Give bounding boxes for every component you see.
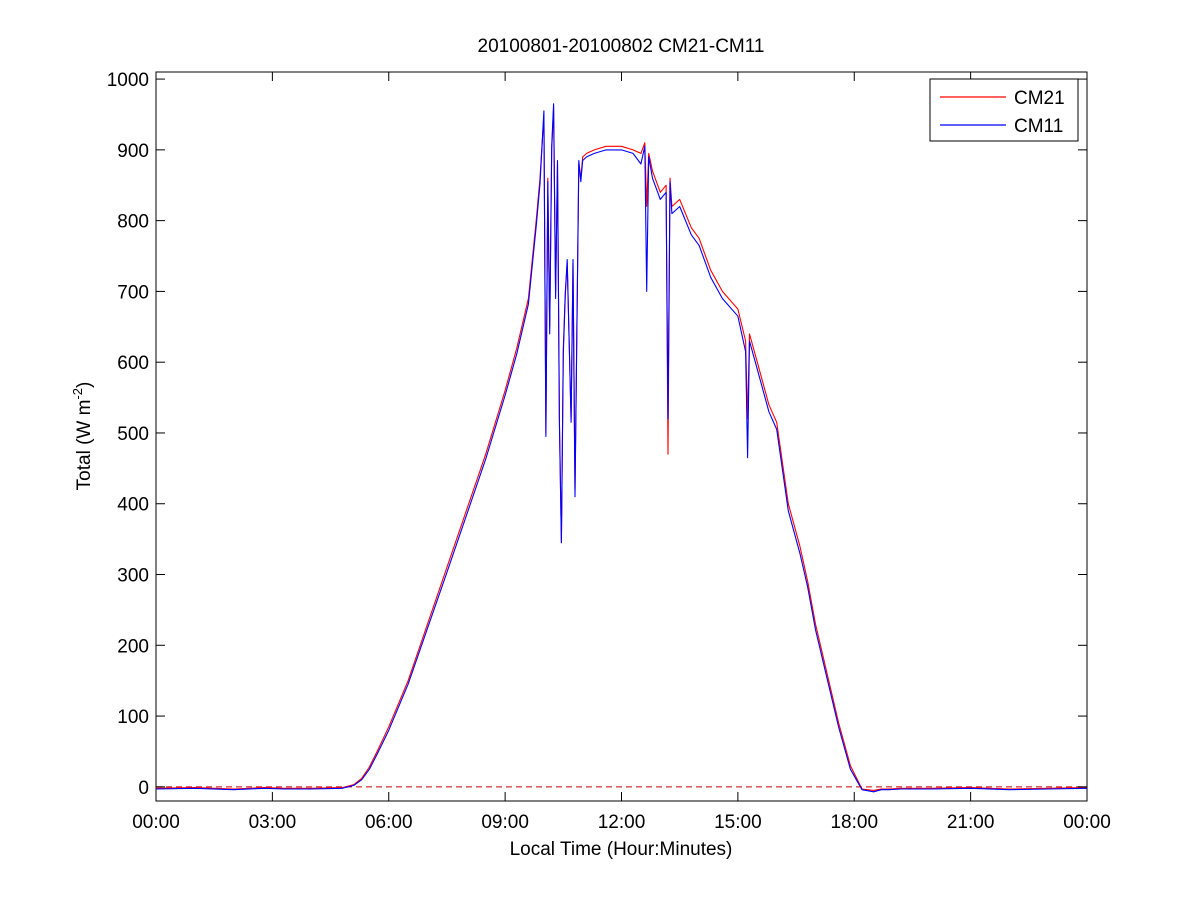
y-tick-label: 0 — [138, 778, 149, 799]
y-axis-title: Total (W m-2) — [70, 382, 95, 491]
plot-area — [155, 71, 1088, 802]
x-tick-label: 18:00 — [830, 812, 878, 833]
x-tick-label: 00:00 — [132, 812, 180, 833]
x-axis-title: Local Time (Hour:Minutes) — [510, 839, 733, 860]
y-tick-label: 800 — [117, 212, 149, 233]
y-tick-label: 600 — [117, 353, 149, 374]
y-tick-label: 400 — [117, 495, 149, 516]
legend-label-cm11: CM11 — [1014, 116, 1063, 137]
y-tick-label: 300 — [117, 566, 149, 587]
y-axis-title-main: Total (W m — [74, 400, 95, 491]
legend: CM21 CM11 — [929, 78, 1079, 142]
y-tick-label: 700 — [117, 282, 149, 303]
y-axis-title-superscript: -2 — [70, 388, 85, 400]
y-tick-label: 500 — [117, 424, 149, 445]
x-tick-label: 06:00 — [365, 812, 413, 833]
y-tick-label: 100 — [117, 707, 149, 728]
series-line-cm21 — [155, 106, 1088, 791]
x-tick-label: 03:00 — [249, 812, 297, 833]
series-lines — [155, 103, 1088, 793]
y-tick-label: 900 — [117, 141, 149, 162]
y-axis-ticks: 0 100 200 300 400 500 600 700 800 900 1000 — [107, 70, 1087, 799]
y-tick-label: 1000 — [107, 70, 149, 91]
x-axis-ticks: 00:00 03:00 06:00 09:00 12:00 15:00 18:00 21:00… — [132, 72, 1111, 833]
y-axis-title-tail: ) — [74, 382, 95, 388]
series-line-cm11 — [155, 103, 1088, 793]
x-tick-label: 12:00 — [598, 812, 646, 833]
legend-label-cm21: CM21 — [1014, 88, 1065, 109]
legend-box — [929, 78, 1079, 142]
x-tick-label: 00:00 — [1063, 812, 1111, 833]
y-tick-label: 200 — [117, 636, 149, 657]
x-tick-label: 15:00 — [714, 812, 762, 833]
x-tick-label: 21:00 — [947, 812, 995, 833]
x-tick-label: 09:00 — [481, 812, 529, 833]
chart-title: 20100801-20100802 CM21-CM11 — [478, 36, 765, 57]
